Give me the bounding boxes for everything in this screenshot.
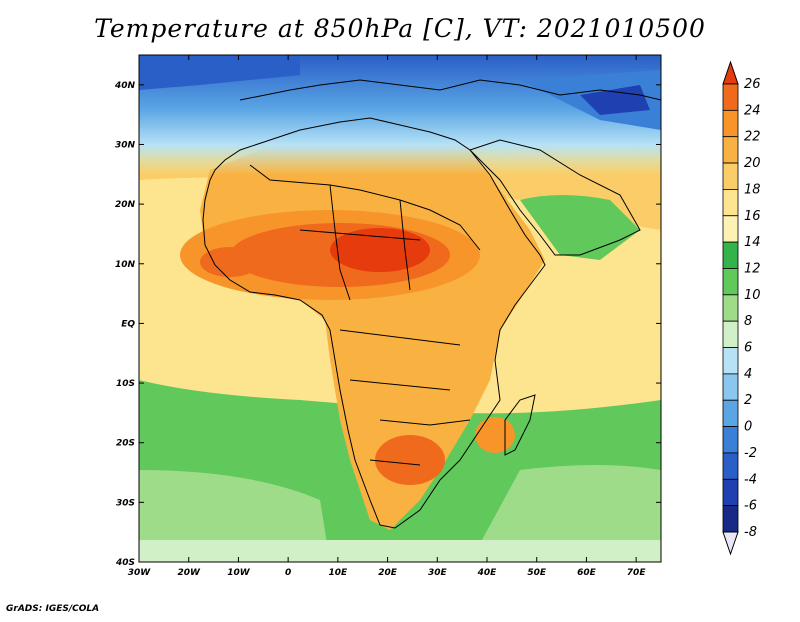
colorbar-label: -4 (744, 472, 757, 487)
colorbar-segment (722, 83, 739, 111)
arabia-coast (469, 139, 641, 256)
lat-tick-label: 30N (115, 140, 136, 150)
colorbar-segment (722, 452, 739, 480)
west-africa-hot (200, 247, 260, 277)
temperature-field (139, 55, 661, 562)
lon-tick-label: 10W (227, 568, 251, 578)
mediterranean-coast (239, 79, 661, 101)
colorbar-segment (722, 373, 739, 401)
sahel-borders (249, 164, 481, 251)
colorbar-top-arrow (722, 60, 739, 85)
colorbar-segment (722, 347, 739, 375)
colorbar-label: 10 (744, 288, 761, 303)
colorbar-label: 16 (744, 209, 761, 224)
colorbar-label: 0 (744, 420, 752, 435)
madagascar-coast (504, 394, 536, 456)
lon-tick-label: 10E (329, 568, 349, 578)
lat-tick-label: 40N (114, 81, 136, 91)
lon-tick-label: 20W (177, 568, 201, 578)
colorbar-segment (722, 136, 739, 164)
lon-tick-label: 50E (527, 568, 547, 578)
colorbar-segment (722, 399, 739, 427)
colorbar-label: 18 (744, 182, 761, 197)
colorbar-segment (722, 268, 739, 296)
lon-tick-label: 40E (477, 568, 498, 578)
colorbar-segment (722, 478, 739, 507)
lat-tick-label: EQ (121, 319, 135, 329)
lat-tick-label: 10N (115, 260, 136, 270)
colorbar-segment (722, 109, 739, 138)
lat-tick-label: 20N (115, 200, 136, 210)
northwest-cold (139, 55, 300, 90)
lon-tick-label: 30W (128, 568, 152, 578)
colorbar-label: 12 (744, 261, 761, 276)
southern-africa-hot (375, 435, 445, 485)
africa-coast (202, 117, 546, 529)
colorbar-label: 6 (744, 341, 752, 356)
lat-tick-label: 10S (116, 379, 135, 389)
colorbar-label: 14 (744, 235, 761, 250)
colorbar-label: -2 (744, 446, 757, 461)
far-south-cool (139, 540, 661, 562)
south-atlantic-cool (139, 470, 330, 562)
colorbar-segment (722, 294, 739, 322)
lon-tick-label: 20E (378, 568, 398, 578)
lon-tick-label: 60E (577, 568, 597, 578)
colorbar-segment (722, 189, 739, 217)
colorbar-bottom-arrow (722, 531, 739, 556)
colorbar-label: -8 (744, 525, 757, 540)
mozambique-warm (475, 417, 515, 453)
colorbar-label: 4 (744, 367, 752, 382)
colorbar-segment (722, 320, 739, 348)
south-indian-cool (470, 465, 661, 562)
colorbar-label: -6 (744, 499, 757, 514)
latitude-axis: 40N 30N 20N 10N EQ 10S 20S 30S 40S (114, 81, 661, 568)
lat-tick-label: 30S (116, 498, 135, 508)
colorbar-segment (722, 241, 739, 269)
colorbar-label: 26 (744, 77, 761, 92)
colorbar-label: 8 (744, 314, 752, 329)
lon-tick-label: 0 (285, 568, 291, 578)
sahel-hottest (330, 228, 430, 272)
himalaya-cold (580, 85, 650, 115)
colorbar-label: 22 (744, 130, 761, 145)
lat-tick-label: 20S (116, 439, 135, 449)
inner-borders-north (299, 184, 421, 301)
longitude-axis: 30W 20W 10W 0 10E 20E 30E 40E 50E 60E 70E (128, 55, 647, 578)
chart-title: Temperature at 850hPa [C], VT: 202101050… (94, 14, 706, 43)
colorbar-segment (722, 426, 739, 454)
coastlines (202, 79, 661, 529)
colorbar-label: 20 (744, 156, 761, 171)
lon-tick-label: 30E (428, 568, 448, 578)
credit-text: GrADS: IGES/COLA (6, 604, 100, 614)
colorbar-label: 2 (744, 393, 752, 408)
lon-tick-label: 70E (627, 568, 647, 578)
colorbar-segment (722, 215, 739, 243)
colorbar-segment (722, 162, 739, 190)
lat-tick-label: 40S (115, 558, 135, 568)
colorbar-segment (722, 505, 739, 533)
map-frame (138, 54, 662, 563)
colorbar-label: 24 (744, 103, 761, 118)
inner-borders-south (339, 329, 471, 466)
